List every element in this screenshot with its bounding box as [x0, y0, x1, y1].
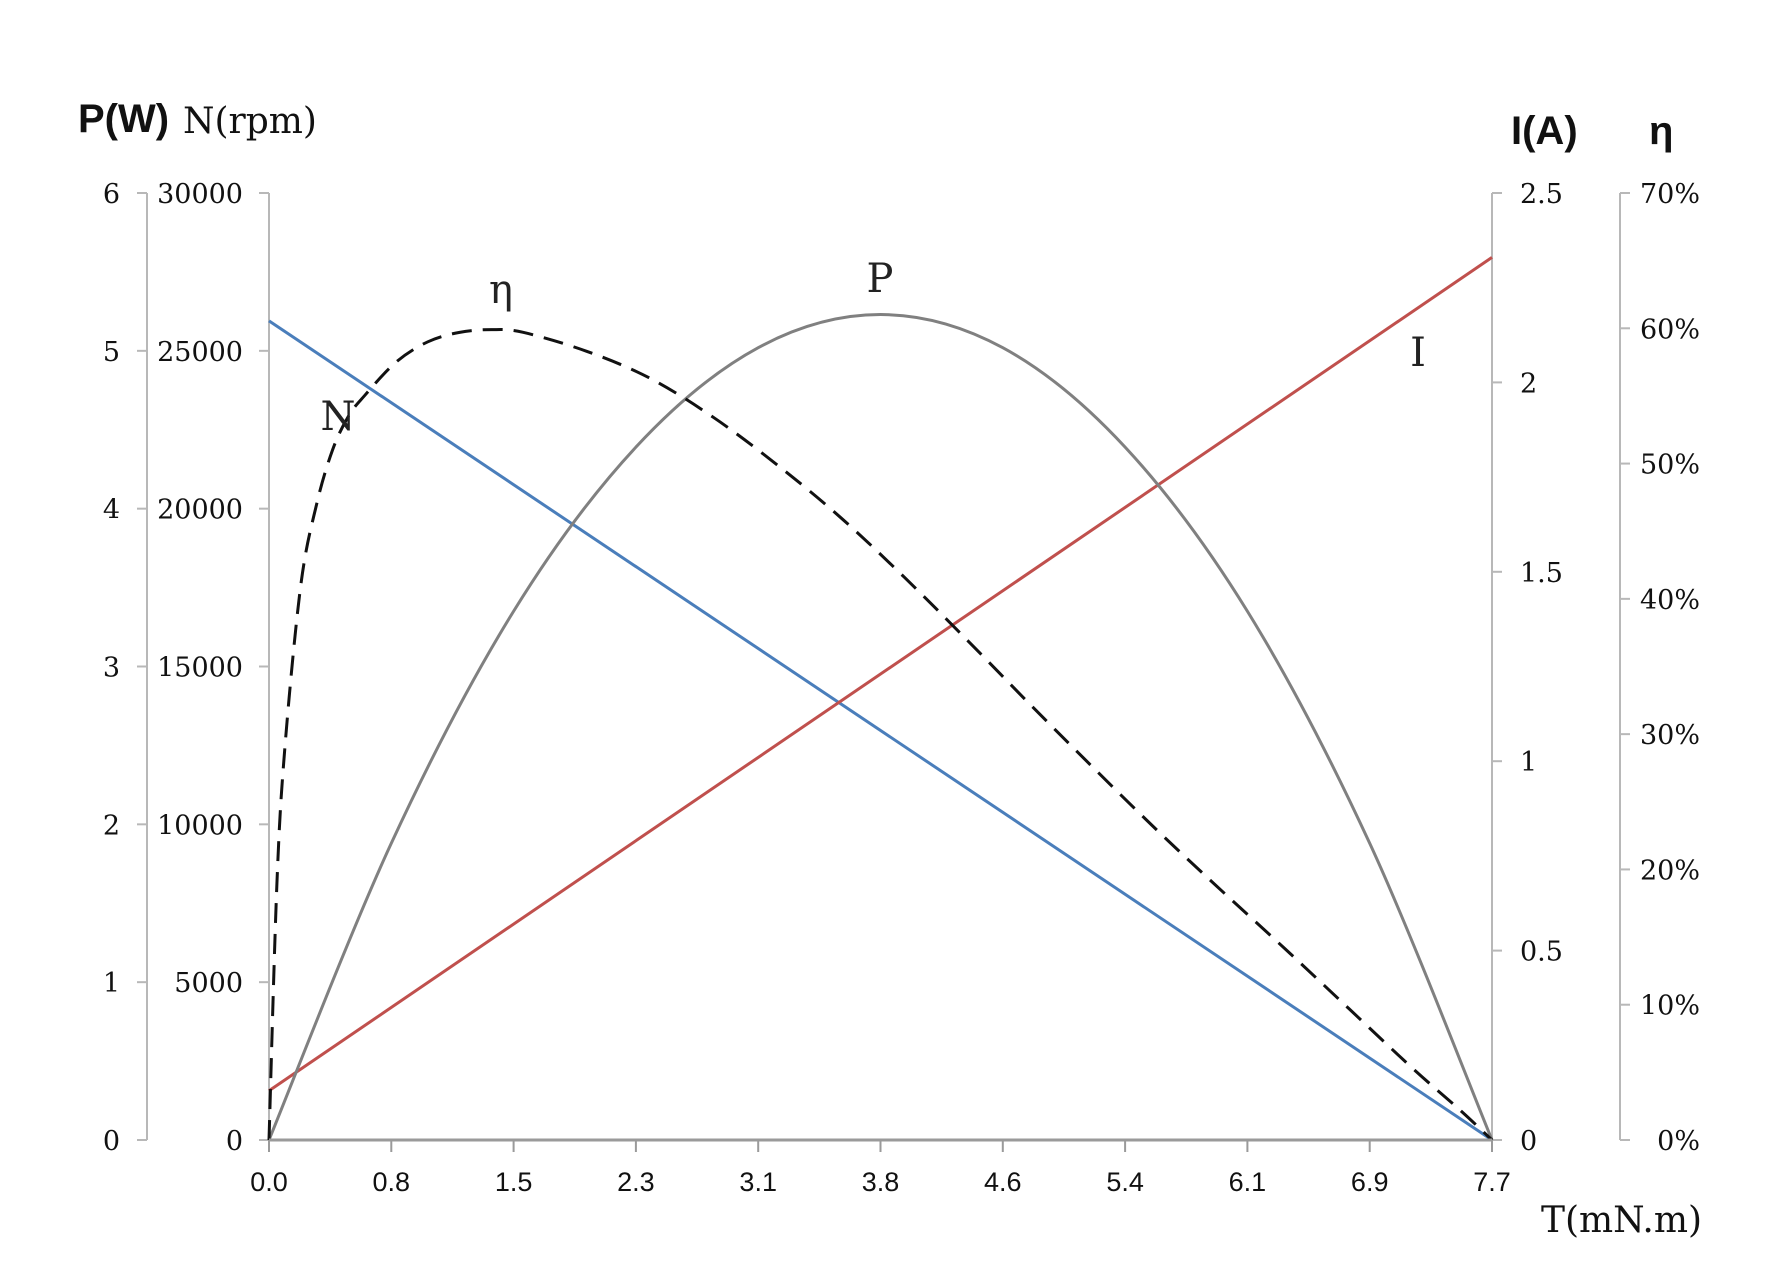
axis-ticks: 012345605000100001500020000250003000000.… — [103, 179, 1700, 1197]
power-curve — [267, 313, 1494, 1141]
current-curve — [268, 256, 1493, 1092]
x-tick-label: 0.0 — [250, 1167, 288, 1197]
y-power-tick-label: 1 — [103, 968, 120, 999]
y-power-tick-label: 2 — [103, 810, 120, 841]
speed-curve — [268, 319, 1493, 1142]
y-speed-axis-label: N(rpm) — [183, 101, 317, 142]
y-current-axis-label: I(A) — [1511, 109, 1578, 153]
y-efficiency-tick-label: 20% — [1640, 855, 1700, 886]
y-power-tick-label: 0 — [103, 1126, 120, 1157]
y-current-tick-label: 2 — [1520, 368, 1537, 399]
y-power-tick-label: 4 — [103, 495, 120, 526]
y-efficiency-axis-label: η — [1649, 109, 1673, 153]
y-speed-tick-label: 20000 — [157, 495, 243, 526]
y-current-tick-label: 0.5 — [1520, 937, 1563, 968]
curve-label-n: N — [321, 394, 356, 440]
y-speed-tick-label: 10000 — [157, 810, 243, 841]
efficiency-curve — [267, 328, 1494, 1142]
x-tick-label: 2.3 — [617, 1167, 655, 1197]
curve-label-p: P — [867, 256, 894, 302]
curve-label-eta: η — [489, 267, 513, 313]
y-speed-tick-label: 30000 — [157, 179, 243, 210]
x-tick-label: 0.8 — [373, 1167, 411, 1197]
y-efficiency-tick-label: 30% — [1640, 720, 1700, 751]
y-power-tick-label: 5 — [103, 337, 120, 368]
y-efficiency-tick-label: 40% — [1640, 585, 1700, 616]
x-tick-label: 4.6 — [984, 1167, 1022, 1197]
y-current-tick-label: 0 — [1520, 1126, 1537, 1157]
y-current-tick-label: 1.5 — [1520, 558, 1563, 589]
y-efficiency-tick-label: 50% — [1640, 450, 1700, 481]
y-speed-tick-label: 15000 — [157, 653, 243, 684]
x-tick-label: 3.1 — [739, 1167, 777, 1197]
x-tick-label: 3.8 — [862, 1167, 900, 1197]
x-tick-label: 6.9 — [1351, 1167, 1389, 1197]
y-power-tick-label: 6 — [103, 179, 120, 210]
x-tick-label: 7.7 — [1473, 1167, 1511, 1197]
y-efficiency-tick-label: 60% — [1640, 314, 1700, 345]
y-speed-tick-label: 25000 — [157, 337, 243, 368]
y-efficiency-tick-label: 0% — [1657, 1126, 1700, 1157]
y-current-tick-label: 1 — [1520, 747, 1537, 778]
x-tick-label: 5.4 — [1106, 1167, 1144, 1197]
x-axis-label: T(mN.m) — [1541, 1200, 1702, 1241]
y-speed-tick-label: 5000 — [174, 968, 243, 999]
chart-curves — [267, 256, 1494, 1142]
y-power-tick-label: 3 — [103, 653, 120, 684]
y-efficiency-tick-label: 10% — [1640, 991, 1700, 1022]
x-tick-label: 6.1 — [1229, 1167, 1267, 1197]
x-tick-label: 1.5 — [495, 1167, 533, 1197]
y-current-tick-label: 2.5 — [1520, 179, 1563, 210]
y-speed-tick-label: 0 — [226, 1126, 243, 1157]
y-power-axis-label: P(W) — [78, 97, 169, 141]
y-efficiency-tick-label: 70% — [1640, 179, 1700, 210]
curve-label-i: I — [1410, 330, 1426, 376]
